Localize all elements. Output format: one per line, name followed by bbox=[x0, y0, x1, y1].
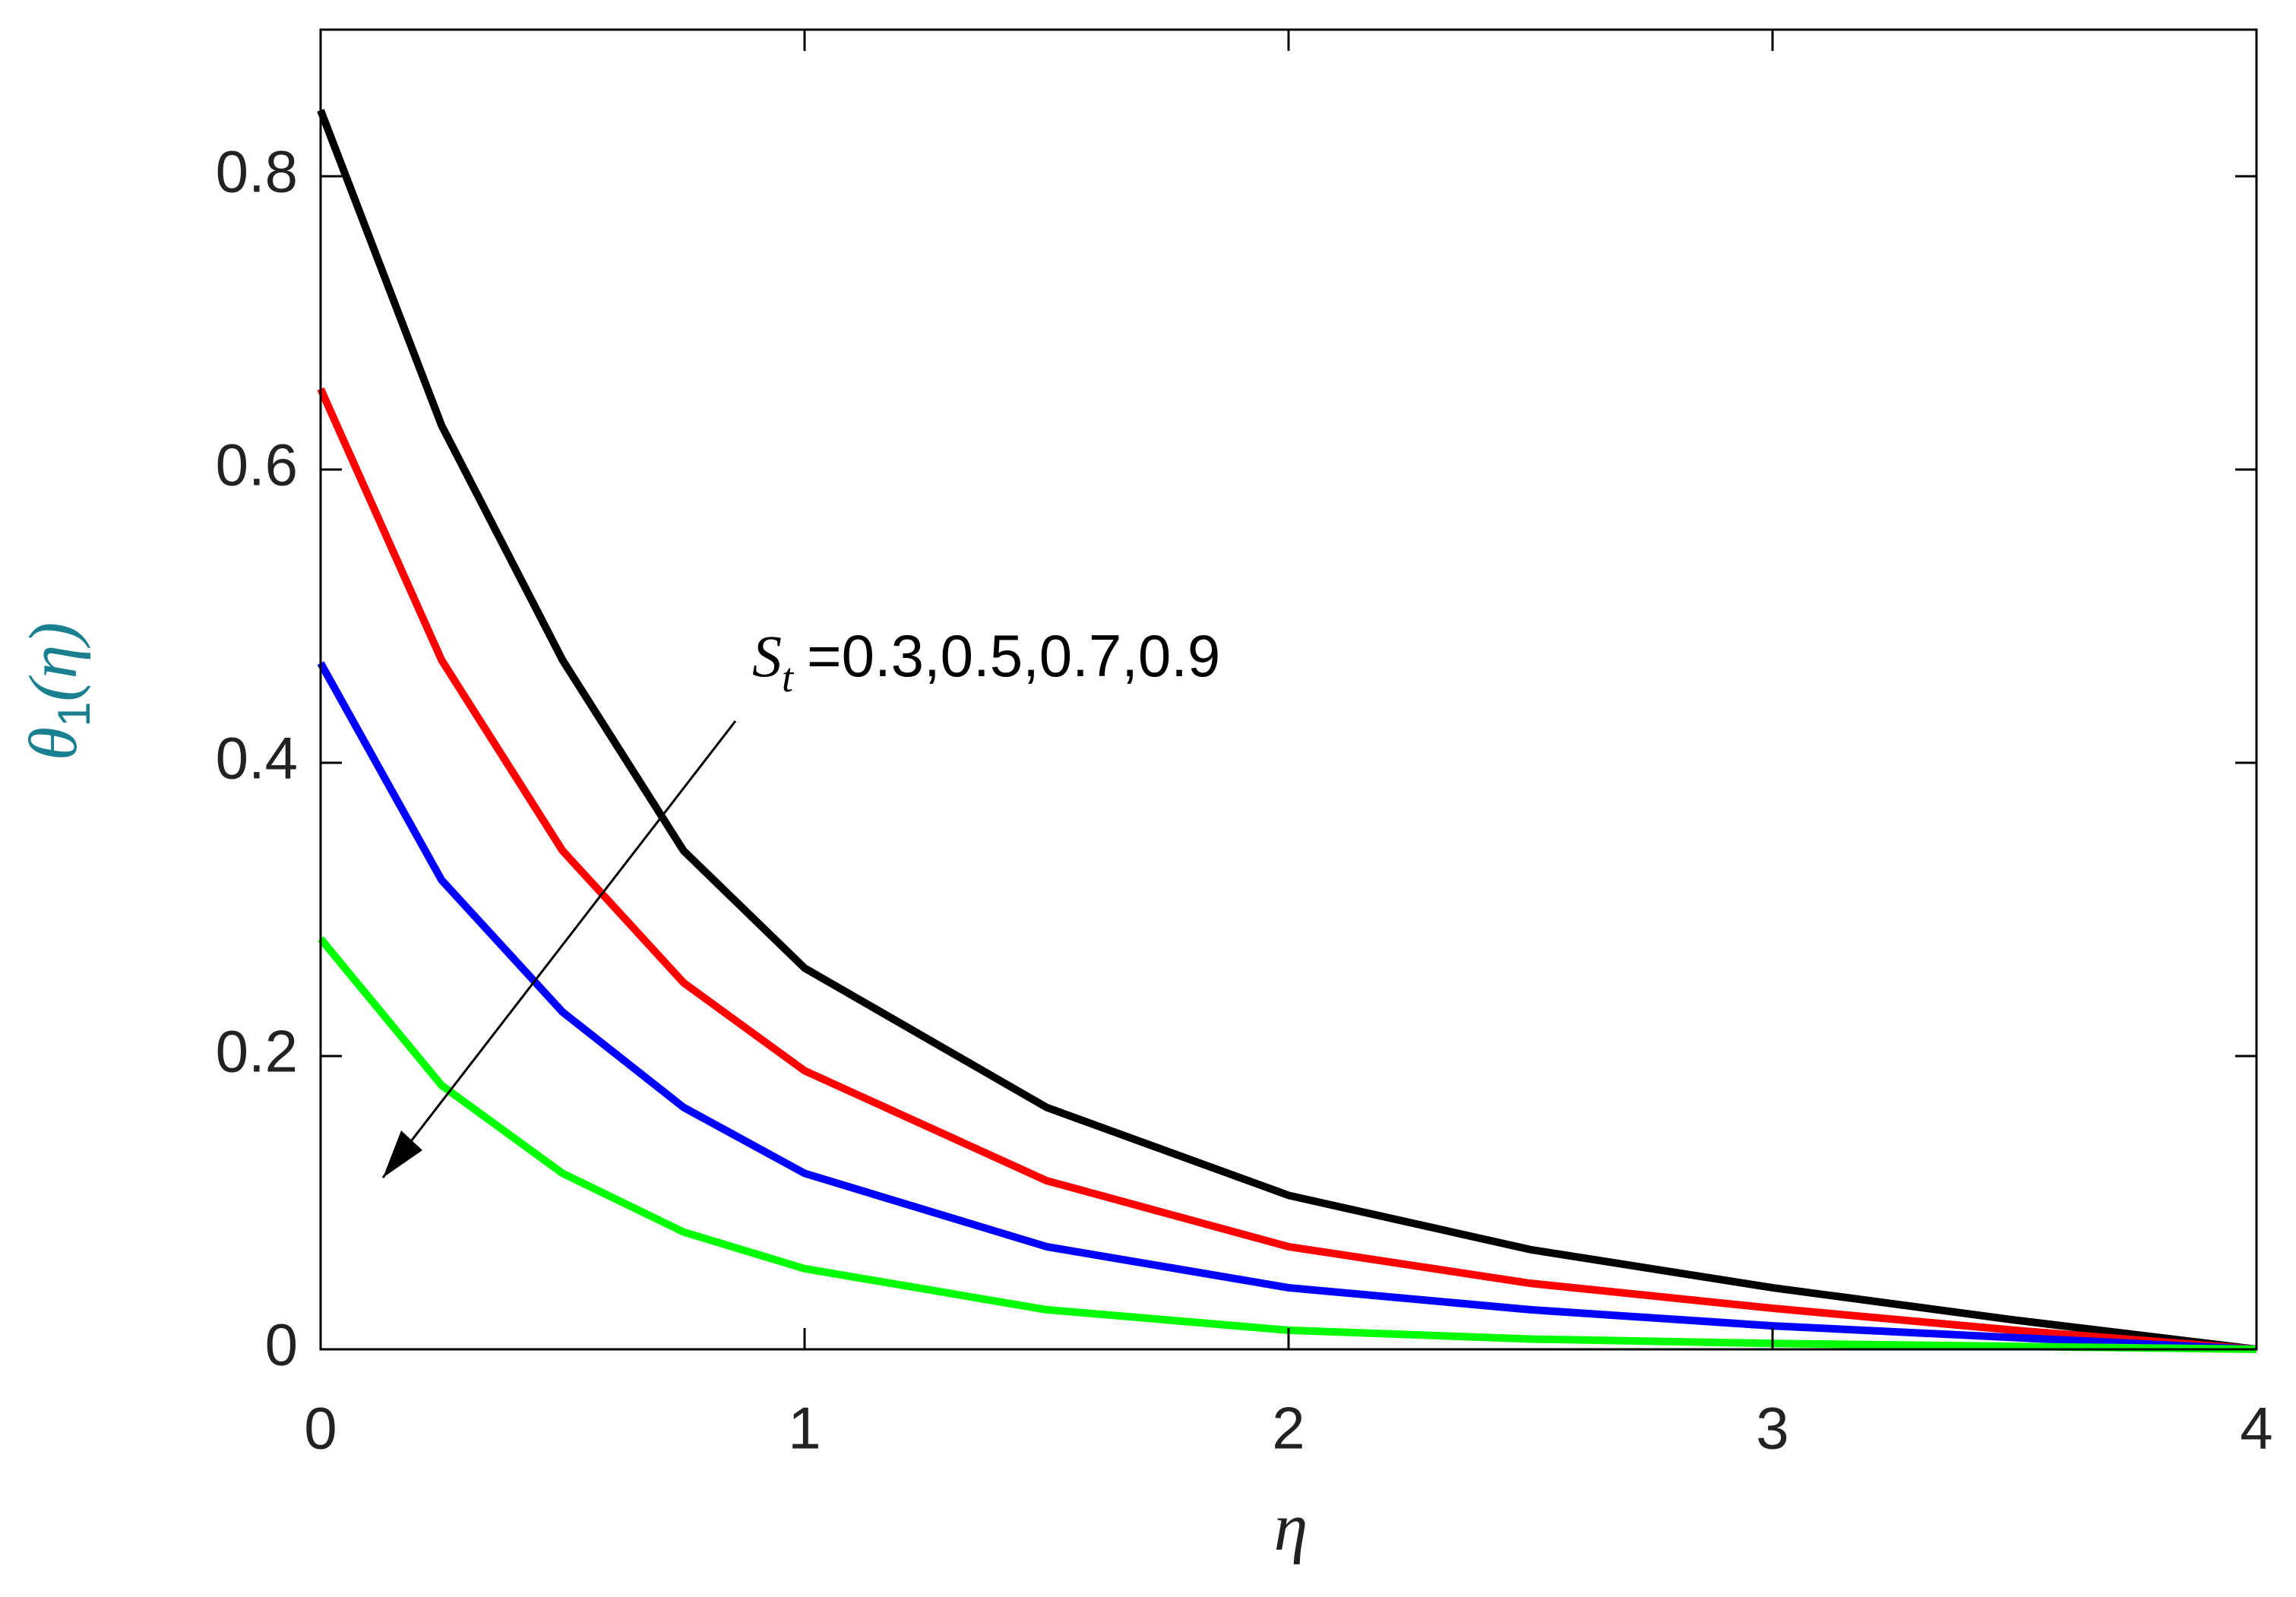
data-line bbox=[317, 109, 2257, 1353]
y-tick-label: 0 bbox=[265, 1311, 298, 1378]
arrow-head bbox=[383, 1131, 422, 1178]
annotation-subscript: t bbox=[782, 655, 795, 700]
y-label-suffix: (η) bbox=[16, 622, 91, 702]
data-line bbox=[317, 387, 2257, 1353]
y-label-subscript: 1 bbox=[49, 702, 100, 727]
x-tick-label: 4 bbox=[2240, 1395, 2272, 1462]
annotation-text: =0.3,0.5,0.7,0.9 bbox=[807, 622, 1220, 689]
x-axis-label: η bbox=[1274, 1490, 1308, 1565]
annotation: St =0.3,0.5,0.7,0.9 bbox=[752, 622, 1220, 700]
y-axis-label: θ1(η) bbox=[16, 622, 100, 761]
data-line bbox=[317, 661, 2257, 1353]
annotation-arrow bbox=[381, 720, 737, 1178]
data-line bbox=[318, 936, 2257, 1353]
y-tick-label: 0.6 bbox=[216, 432, 298, 498]
y-label-symbol: θ bbox=[16, 727, 91, 761]
plot-area: 0 0.2 0.4 0.6 0.8 0 1 2 3 4 bbox=[216, 28, 2273, 1462]
y-tick-label: 0.8 bbox=[216, 138, 298, 205]
x-tick-label: 3 bbox=[1756, 1395, 1788, 1462]
y-tick-label: 0.4 bbox=[216, 725, 298, 792]
x-tick-label: 1 bbox=[788, 1395, 821, 1462]
y-tick-label: 0.2 bbox=[216, 1018, 298, 1085]
axes-frame bbox=[319, 28, 2258, 1351]
x-tick-label: 2 bbox=[1272, 1395, 1305, 1462]
annotation-symbol: S bbox=[752, 623, 782, 689]
x-tick-label: 0 bbox=[304, 1395, 337, 1462]
